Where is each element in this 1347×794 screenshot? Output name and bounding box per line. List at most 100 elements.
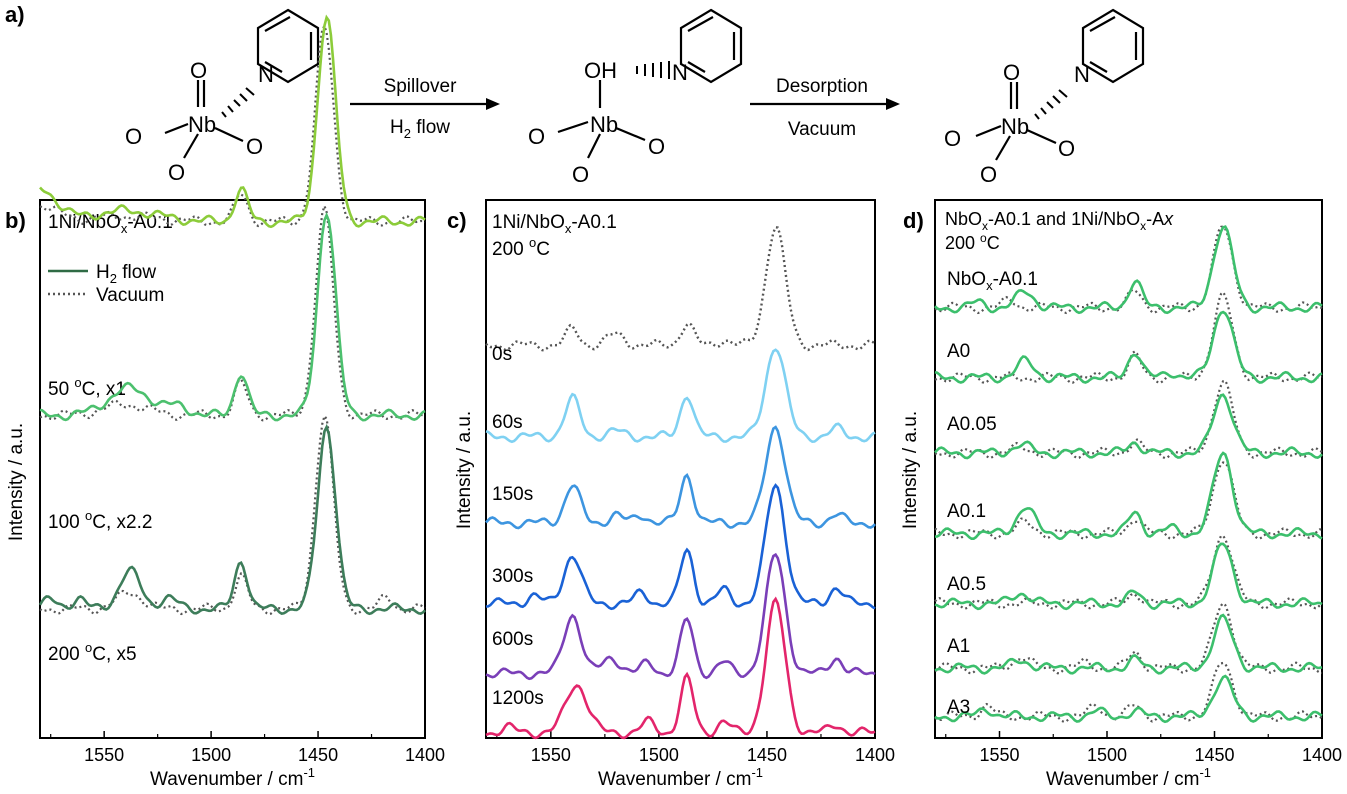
plot-frame-c bbox=[485, 199, 876, 739]
trace-label-c-0: 0s bbox=[492, 344, 512, 365]
trace-label-d-3: A0.1 bbox=[947, 501, 986, 522]
arrow2-bottom-label: Vacuum bbox=[788, 119, 856, 140]
o-bottom-2: O bbox=[572, 162, 589, 187]
trace-d-1 bbox=[934, 310, 1323, 384]
o-left-1: O bbox=[125, 124, 142, 149]
nb-1: Nb bbox=[188, 112, 216, 137]
oh-group-2: OH bbox=[584, 58, 617, 83]
panel-b: b) 1Ni/NbOx-A0.1 H2 flow Vacuum Intensit… bbox=[5, 208, 173, 541]
trace-label-c-2: 150s bbox=[492, 484, 533, 505]
legend-b-vacuum-label: Vacuum bbox=[96, 285, 164, 306]
trace-label-d-5: A1 bbox=[947, 636, 970, 657]
panel-c-label: c) bbox=[447, 208, 467, 233]
x-tick-label-d-1400: 1400 bbox=[1302, 745, 1342, 765]
structure-2 bbox=[557, 8, 743, 159]
plot-frame-b bbox=[39, 199, 426, 739]
trace-b-2-vacuum bbox=[39, 413, 426, 616]
chart-c-ylabel: Intensity / a.u. bbox=[454, 411, 475, 529]
chart-d-subtitle: 200 oC bbox=[945, 231, 1000, 253]
pyridine-ring-2 bbox=[679, 8, 743, 84]
pyridine-ring-3 bbox=[1081, 8, 1145, 84]
chart-d-ylabel: Intensity / a.u. bbox=[900, 411, 921, 529]
trace-label-d-6: A3 bbox=[947, 697, 970, 718]
panel-d-label: d) bbox=[903, 208, 924, 233]
trace-c-0 bbox=[485, 225, 876, 352]
trace-d-6-vacuum bbox=[934, 661, 1323, 723]
pyridine-ring-1 bbox=[256, 8, 320, 84]
o-bottom-3: O bbox=[980, 162, 997, 187]
chart-b-title: 1Ni/NbOx-A0.1 bbox=[48, 212, 173, 236]
trace-label-c-1: 60s bbox=[492, 412, 523, 433]
structure-3 bbox=[975, 8, 1145, 161]
trace-b-1 bbox=[39, 211, 426, 422]
trace-d-5-vacuum bbox=[934, 601, 1323, 675]
x-tick-label-b-1550: 1550 bbox=[84, 745, 124, 765]
oxo-o-3: O bbox=[1003, 60, 1020, 85]
structure-1 bbox=[164, 8, 320, 159]
trace-label-c-4: 600s bbox=[492, 629, 533, 650]
x-tick-label-c-1450: 1450 bbox=[747, 745, 787, 765]
o-right-1: O bbox=[246, 134, 263, 159]
trace-c-3 bbox=[485, 483, 876, 611]
chart-b-ylabel: Intensity / a.u. bbox=[6, 423, 27, 541]
x-tick-label-b-1450: 1450 bbox=[298, 745, 338, 765]
arrow1-bottom-label: H2 flow bbox=[390, 117, 450, 141]
chart-b-xlabel: Wavenumber / cm-1 bbox=[150, 765, 315, 790]
panel-a: a) O Nb N O O O bbox=[5, 2, 1145, 187]
trace-d-2 bbox=[934, 393, 1323, 460]
trace-c-4 bbox=[485, 552, 876, 681]
trace-b-0 bbox=[39, 14, 426, 229]
pyridine-n-1: N bbox=[258, 62, 274, 87]
panel-a-label: a) bbox=[5, 2, 25, 27]
trace-b-1-vacuum bbox=[39, 202, 426, 422]
x-tick-label-c-1500: 1500 bbox=[639, 745, 679, 765]
chart-d-title: NbOx-A0.1 and 1Ni/NbOx-Ax bbox=[945, 209, 1174, 233]
trace-c-2 bbox=[485, 425, 876, 530]
trace-d-3-vacuum bbox=[934, 461, 1323, 540]
trace-d-6 bbox=[934, 674, 1323, 724]
trace-d-2-vacuum bbox=[934, 379, 1323, 460]
pyridine-n-2: N bbox=[672, 60, 688, 85]
pyridine-n-3: N bbox=[1074, 62, 1090, 87]
panel-b-label: b) bbox=[5, 208, 26, 233]
trace-label-d-2: A0.05 bbox=[947, 414, 997, 435]
trace-label-b-1: 100 oC, x2.2 bbox=[48, 508, 152, 533]
o-right-2: O bbox=[648, 134, 665, 159]
nb-3: Nb bbox=[1001, 114, 1029, 139]
panel-d: d) NbOx-A0.1 and 1Ni/NbOx-Ax 200 oC Inte… bbox=[900, 208, 1174, 529]
trace-c-5 bbox=[485, 596, 876, 740]
x-tick-label-d-1550: 1550 bbox=[979, 745, 1019, 765]
legend-b-h2-label: H2 flow bbox=[96, 262, 156, 286]
x-tick-label-d-1500: 1500 bbox=[1087, 745, 1127, 765]
arrow1-top-label: Spillover bbox=[384, 76, 458, 97]
trace-b-2 bbox=[38, 423, 426, 616]
trace-d-1-vacuum bbox=[934, 290, 1323, 384]
trace-d-5 bbox=[934, 613, 1323, 675]
trace-label-d-4: A0.5 bbox=[947, 574, 986, 595]
x-tick-label-b-1500: 1500 bbox=[191, 745, 231, 765]
trace-c-1 bbox=[485, 348, 876, 444]
trace-label-c-3: 300s bbox=[492, 566, 533, 587]
x-tick-label-d-1450: 1450 bbox=[1194, 745, 1234, 765]
arrow-spillover bbox=[350, 98, 500, 110]
trace-b-0-vacuum bbox=[39, 23, 426, 228]
plot-frame-d bbox=[934, 199, 1323, 739]
arrow2-top-label: Desorption bbox=[776, 76, 868, 97]
trace-d-0 bbox=[934, 225, 1323, 315]
chart-c-xlabel: Wavenumber / cm-1 bbox=[598, 765, 763, 790]
chart-d-xlabel: Wavenumber / cm-1 bbox=[1046, 765, 1211, 790]
x-tick-label-c-1550: 1550 bbox=[531, 745, 571, 765]
trace-label-c-5: 1200s bbox=[492, 688, 544, 709]
trace-label-b-2: 200 oC, x5 bbox=[48, 640, 137, 665]
chart-c-subtitle: 200 oC bbox=[492, 235, 550, 260]
trace-d-4 bbox=[934, 542, 1323, 611]
arrow-desorption bbox=[750, 98, 900, 110]
chart-c-title: 1Ni/NbOx-A0.1 bbox=[492, 212, 617, 236]
trace-d-4-vacuum bbox=[934, 534, 1323, 610]
trace-label-d-1: A0 bbox=[947, 341, 970, 362]
o-bottom-1: O bbox=[168, 160, 185, 185]
panel-c: c) 1Ni/NbOx-A0.1 200 oC Intensity / a.u. bbox=[447, 208, 617, 529]
o-right-3: O bbox=[1058, 136, 1075, 161]
x-tick-label-c-1400: 1400 bbox=[855, 745, 895, 765]
